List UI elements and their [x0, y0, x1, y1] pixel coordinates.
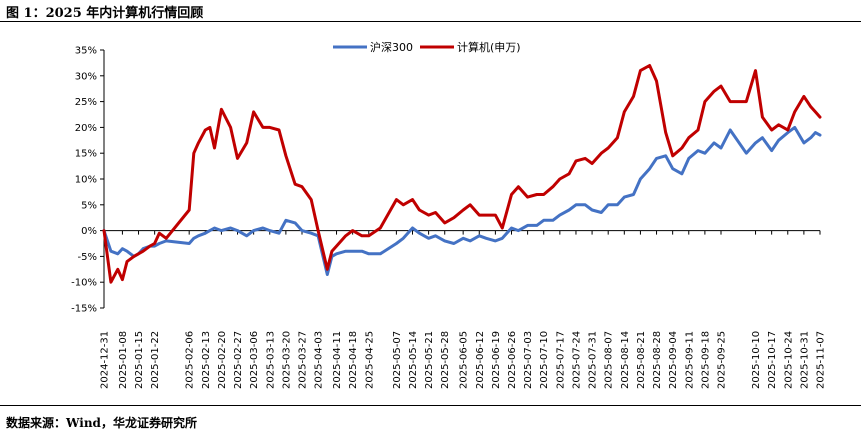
- x-tick-label: 2025-05-14: [408, 331, 419, 389]
- series-line-computer: [102, 64, 822, 284]
- x-tick-label: 2025-09-25: [717, 331, 728, 389]
- y-tick-label: -10%: [71, 278, 97, 289]
- x-tick-label: 2025-03-13: [265, 331, 276, 389]
- x-tick-label: 2025-08-28: [652, 331, 663, 389]
- y-tick-label: -15%: [71, 304, 97, 315]
- legend-label: 计算机(申万): [457, 40, 521, 54]
- y-tick-label: 15%: [75, 149, 97, 160]
- x-tick-label: 2025-04-03: [314, 331, 325, 389]
- series-lines: [102, 64, 822, 284]
- x-axis: 2024-12-31 2025-01-08 2025-01-15 2025-01-22…: [100, 230, 827, 389]
- x-tick-label: 2025-06-19: [491, 331, 502, 389]
- x-tick-label: 2025-05-21: [424, 331, 435, 389]
- x-tick-label: 2025-01-15: [134, 331, 145, 389]
- x-tick-label: 2025-07-31: [588, 331, 599, 389]
- x-tick-label: 2025-03-27: [297, 331, 308, 389]
- x-tick-label: 2025-02-06: [185, 331, 196, 389]
- x-tick-label: 2025-07-10: [539, 331, 550, 389]
- x-tick-label: 2025-10-10: [751, 331, 762, 389]
- y-tick-label: 5%: [81, 200, 97, 211]
- x-tick-label: 2025-01-08: [118, 331, 129, 389]
- x-tick-label: 2025-03-20: [281, 331, 292, 389]
- y-axis: -15% -10% -5% 0% 5% 10% 15% 20% 25% 30% 35%: [71, 46, 105, 315]
- x-tick-label: 2025-11-07: [816, 331, 827, 389]
- x-tick-label: 2025-01-22: [150, 331, 161, 389]
- y-tick-label: 20%: [75, 123, 97, 134]
- x-tick-label: 2025-04-18: [348, 331, 359, 389]
- y-tick-label: 35%: [75, 46, 97, 57]
- x-tick-label: 2025-03-06: [249, 331, 260, 389]
- series-line-hs300: [102, 125, 822, 276]
- chart-legend: 沪深300 计算机(申万): [333, 40, 521, 54]
- y-tick-label: 25%: [75, 97, 97, 108]
- x-tick-label: 2025-05-07: [392, 331, 403, 389]
- x-tick-label: 2025-10-24: [783, 331, 794, 389]
- x-tick-label: 2025-10-17: [767, 331, 778, 389]
- top-rule: [0, 21, 861, 22]
- y-tick-label: 30%: [75, 71, 97, 82]
- x-tick-label: 2025-05-28: [440, 331, 451, 389]
- x-tick-label: 2025-04-11: [332, 331, 343, 389]
- x-tick-label: 2025-07-03: [523, 331, 534, 389]
- x-tick-label: 2025-02-20: [217, 331, 228, 389]
- x-tick-label: 2025-06-12: [475, 331, 486, 389]
- x-tick-label: 2025-09-18: [700, 331, 711, 389]
- x-tick-label: 2025-09-04: [668, 331, 679, 389]
- x-tick-label: 2025-08-07: [604, 331, 615, 389]
- x-tick-label: 2025-02-13: [201, 331, 212, 389]
- figure-title: 图 1：2025 年内计算机行情回顾: [6, 6, 204, 21]
- x-tick-label: 2024-12-31: [100, 331, 111, 389]
- x-tick-label: 2025-09-11: [684, 331, 695, 389]
- y-tick-label: -5%: [78, 252, 97, 263]
- x-tick-label: 2025-02-27: [233, 331, 244, 389]
- x-tick-label: 2025-10-31: [799, 331, 810, 389]
- bottom-rule: [0, 405, 861, 406]
- x-tick-label: 2025-08-21: [636, 331, 647, 389]
- x-tick-label: 2025-06-05: [459, 331, 470, 389]
- x-tick-label: 2025-04-25: [364, 331, 375, 389]
- x-tick-label: 2025-08-14: [620, 331, 631, 389]
- y-tick-label: 0%: [81, 226, 97, 237]
- x-tick-label: 2025-07-24: [571, 331, 582, 389]
- x-tick-label: 2025-06-26: [507, 331, 518, 389]
- x-tick-label: 2025-07-17: [555, 331, 566, 389]
- legend-label: 沪深300: [370, 40, 413, 54]
- source-note: 数据来源：Wind，华龙证券研究所: [6, 416, 197, 430]
- y-tick-label: 10%: [75, 175, 97, 186]
